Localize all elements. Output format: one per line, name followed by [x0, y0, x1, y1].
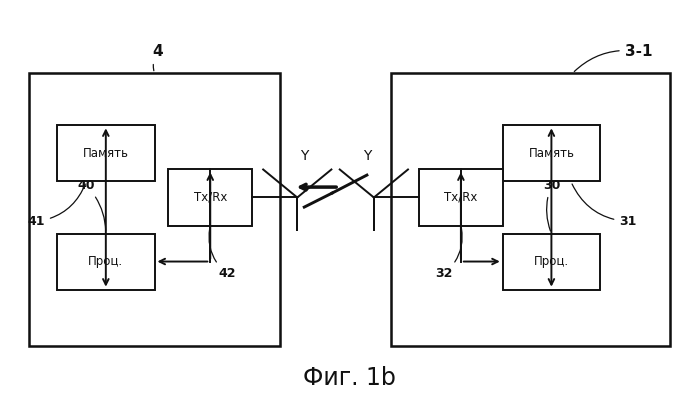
Text: 3-1: 3-1: [575, 44, 652, 71]
Text: Tx/Rx: Tx/Rx: [444, 191, 477, 204]
Text: 41: 41: [27, 184, 85, 228]
Text: Y: Y: [300, 150, 308, 164]
Bar: [168, 170, 252, 226]
Bar: [29, 73, 280, 346]
Text: Y: Y: [363, 150, 371, 164]
Bar: [57, 233, 154, 289]
Bar: [419, 170, 503, 226]
Bar: [391, 73, 670, 346]
Text: Проц.: Проц.: [534, 255, 569, 268]
Text: Память: Память: [528, 147, 575, 160]
Text: Память: Память: [82, 147, 129, 160]
Text: 4: 4: [152, 44, 164, 71]
Text: 40: 40: [78, 179, 106, 231]
Text: 30: 30: [542, 179, 560, 231]
Bar: [503, 233, 600, 289]
Text: 32: 32: [435, 228, 462, 280]
Text: Tx/Rx: Tx/Rx: [194, 191, 227, 204]
Bar: [503, 125, 600, 181]
Text: Проц.: Проц.: [88, 255, 124, 268]
Bar: [57, 125, 154, 181]
Text: 31: 31: [572, 184, 637, 228]
Text: Фиг. 1b: Фиг. 1b: [303, 366, 396, 390]
Text: 42: 42: [209, 228, 236, 280]
